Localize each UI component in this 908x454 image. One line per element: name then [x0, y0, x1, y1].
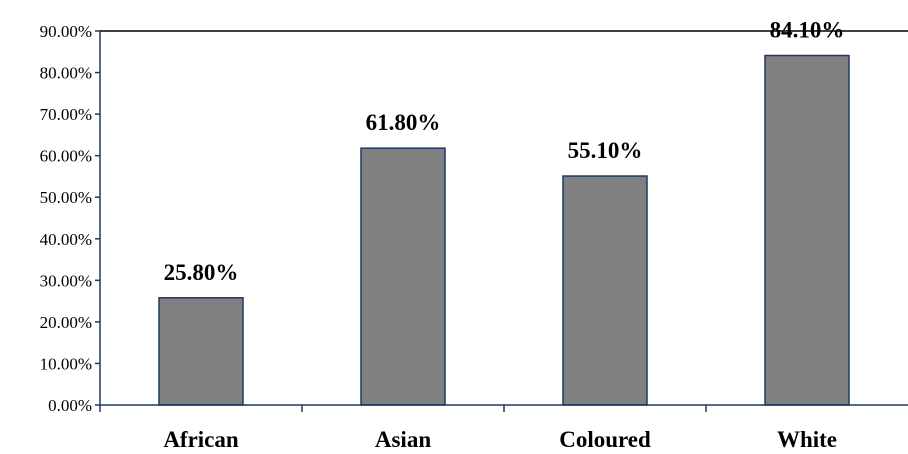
data-label-african: 25.80% [164, 260, 239, 285]
data-labels: 25.80% 61.80% 55.10% 84.10% [164, 18, 845, 285]
y-tick-label: 10.00% [40, 354, 92, 373]
y-tick-label: 20.00% [40, 313, 92, 332]
y-axis-ticks: 0.00% 10.00% 20.00% 30.00% 40.00% 50.00% 60.00… [40, 22, 100, 415]
data-label-coloured: 55.10% [568, 138, 643, 163]
bar-asian [360, 147, 446, 406]
x-tick-label-white: White [777, 427, 837, 452]
x-tick-label-coloured: Coloured [559, 427, 651, 452]
y-tick-label: 0.00% [48, 396, 92, 415]
x-axis-ticks: African Asian Coloured White [99, 405, 837, 452]
x-tick-label-asian: Asian [375, 427, 431, 452]
y-tick-label: 80.00% [40, 64, 92, 83]
y-tick-label: 40.00% [40, 230, 92, 249]
y-tick-label: 70.00% [40, 105, 92, 124]
y-tick-label: 90.00% [40, 22, 92, 41]
bar-series [158, 54, 850, 406]
y-tick-label: 50.00% [40, 188, 92, 207]
data-label-white: 84.10% [770, 18, 845, 43]
y-tick-label: 30.00% [40, 271, 92, 290]
bar-african [158, 297, 244, 406]
x-tick-label-african: African [163, 427, 239, 452]
bar-coloured [562, 175, 648, 406]
bar-white [764, 54, 850, 406]
data-label-asian: 61.80% [366, 110, 441, 135]
y-tick-label: 60.00% [40, 147, 92, 166]
